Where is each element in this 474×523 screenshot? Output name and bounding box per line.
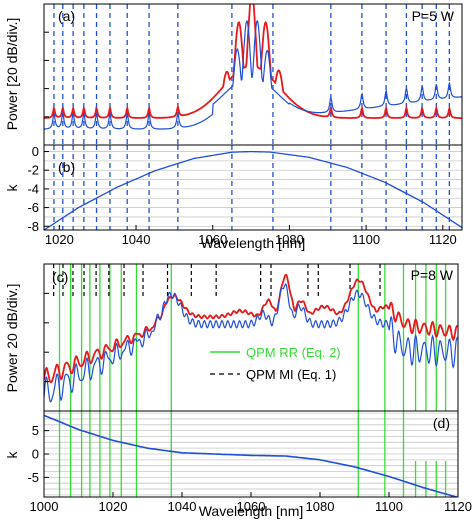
panel-b-xtick-label-5: 1120 [429,232,457,247]
panel-b-label: (b) [58,159,75,175]
panel-d-xtick-label-6: 1120 [444,499,472,514]
panel-b-xtick-label-0: 1020 [45,232,74,247]
panel-d-xtick-label-1: 1020 [99,499,128,514]
panel-b-xtick-label-3: 1080 [275,232,304,247]
panel-b-ytick-label-1: -2 [27,163,39,178]
panel-d-ytick-label-2: -5 [27,470,39,485]
panel-b-ytick-label-3: -6 [27,200,39,215]
panel-b-ylabel: k [4,184,20,192]
clip-d-group [44,411,458,497]
panel-b-plot: 0 -2 -4 -6 -8 1020 1040 1060 1080 1100 1120 [27,144,462,247]
panel-b-ytick-label-0: 0 [32,144,39,159]
panel-d-ylabel: k [4,451,20,459]
panel-d-label: (d) [433,415,450,431]
clip-b-group [44,145,462,230]
panel-c-series-red [44,273,458,384]
panel-d-ytick-label-1: 0 [32,447,39,462]
panel-b-ytick-label-2: -4 [27,181,39,196]
panel-d-xtick-label-2: 1040 [168,499,197,514]
panel-d-xlabel: Wavelength [nm] [199,503,304,519]
panel-b-ytick-label-4: -8 [27,219,39,234]
clip-a-group [44,4,462,145]
panel-a-series-blue [44,20,462,130]
panel-b-frame [43,144,463,231]
panel-a-annotation: P=5 W [412,8,455,24]
panel-b-border [43,144,463,231]
panel-a-plot [44,4,462,145]
panel-b-xtick-label-1: 1040 [122,232,151,247]
panel-d-xtick-label-3: 1060 [237,499,266,514]
panel-b-xtick-label-2: 1060 [198,232,227,247]
panel-a-series-red [44,4,462,119]
legend-qpm-rr-label: QPM RR (Eq. 2) [246,345,341,360]
panel-c-label: (c) [52,269,68,285]
panel-c-plot [44,264,458,411]
panel-b-xlabel: Wavelength [nm] [201,235,306,251]
panel-a-label: (a) [58,8,75,24]
panel-c-frame [43,263,459,412]
panel-c-legend: QPM RR (Eq. 2) QPM MI (Eq. 1) [210,345,341,382]
panel-c-series-blue [44,283,458,403]
panel-d-border [43,410,459,498]
panel-b-series-blue [44,150,462,230]
panel-d-xtick-label-0: 1000 [30,499,59,514]
panel-d-series-blue [44,414,458,497]
panel-b-xtick-label-4: 1100 [352,232,380,247]
panel-a-ylabel: Power [20 dB/div.] [4,18,20,131]
panel-c-annotation: P=8 W [411,267,454,283]
legend-qpm-mi-label: QPM MI (Eq. 1) [246,367,336,382]
panel-d-xtick-label-5: 1100 [375,499,403,514]
panel-c-ylabel: Power 20 dB/div.] [4,284,20,393]
panel-d-xtick-label-4: 1080 [306,499,335,514]
panel-d-ytick-label-0: 5 [32,423,39,438]
clip-c-group [44,264,458,411]
